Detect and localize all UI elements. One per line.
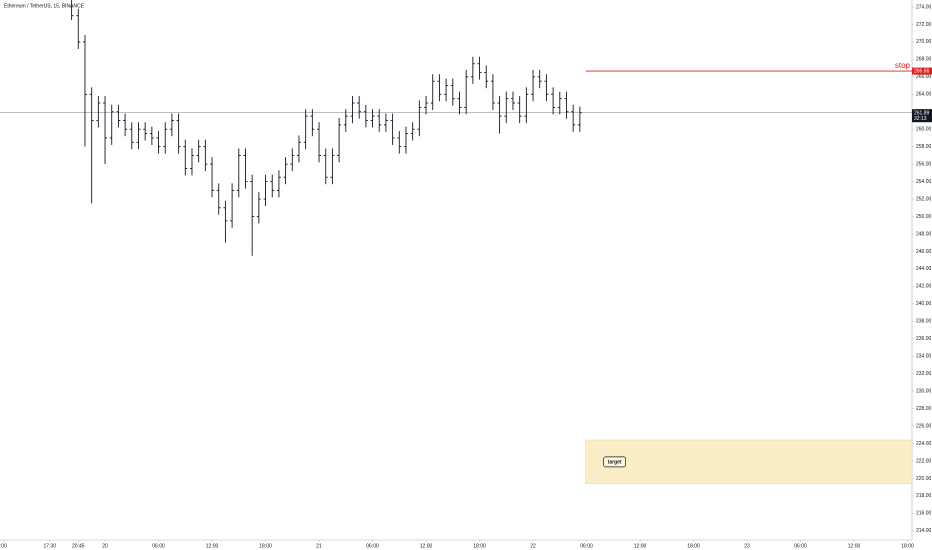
y-tick-label: 242.00 [916,284,932,290]
y-tick-label: 238.00 [916,319,932,325]
y-tick-label: 244.00 [916,266,932,272]
y-tick-label: 274.00 [916,4,932,10]
y-tick-label: 218.00 [916,493,932,499]
x-tick-label: 23 [744,543,750,549]
countdown-label: 32:13 [914,116,927,122]
x-tick-label: 06:00 [152,543,165,549]
target-label-box [603,456,626,468]
y-tick-label: 266.00 [916,74,932,80]
target-zone [585,439,912,484]
x-tick-label: 21 [316,543,322,549]
x-tick-label: 22 [530,543,536,549]
target-label: target [608,459,622,465]
x-tick-label: 18:00 [687,543,700,549]
x-tick-label: 06:00 [580,543,593,549]
y-tick-label: 232.00 [916,371,932,377]
last-price-badge [912,109,932,123]
y-tick-label: 248.00 [916,231,932,237]
y-tick-label: 222.00 [916,458,932,464]
stop-price-badge [912,67,932,75]
stop-price-label: 266.66 [914,69,930,75]
y-tick-label: 260.00 [916,127,932,133]
x-tick-label: 20:45 [72,543,85,549]
x-tick-label: 20 [102,543,108,549]
plot-area: target [0,0,912,484]
x-tick-label: 12:00 [206,543,219,549]
x-tick-label: 06:00 [794,543,807,549]
y-tick-label: 214.00 [916,528,932,534]
x-tick-label: 12:00 [848,543,861,549]
y-tick-label: 220.00 [916,476,932,482]
y-tick-label: 256.00 [916,161,932,167]
x-tick-label: 12:00 [420,543,433,549]
last-price-label: 261.89 [914,110,930,116]
y-tick-label: 234.00 [916,354,932,360]
x-tick-label: 18:00 [901,543,914,549]
y-tick-label: 270.00 [916,39,932,45]
x-tick-label: 12:00 [634,543,647,549]
y-tick-label: 254.00 [916,179,932,185]
x-tick-label: 17:30 [43,543,56,549]
y-tick-label: 216.00 [916,511,932,517]
x-tick-label: 06:00 [366,543,379,549]
y-tick-label: 250.00 [916,214,932,220]
y-tick-label: 252.00 [916,196,932,202]
y-tick-label: 226.00 [916,423,932,429]
y-tick-label: 272.00 [916,22,932,28]
x-tick-label: 18:00 [473,543,486,549]
x-tick-label: :00 [0,543,7,549]
chart-title: Ethereum / TetherUS, 15, BINANCE [4,3,85,9]
y-tick-label: 236.00 [916,336,932,342]
y-tick-label: 258.00 [916,144,932,150]
x-tick-label: 18:00 [259,543,272,549]
y-tick-label: 224.00 [916,441,932,447]
y-tick-label: 230.00 [916,388,932,394]
y-tick-label: 246.00 [916,249,932,255]
y-tick-label: 268.00 [916,57,932,63]
y-tick-label: 228.00 [916,406,932,412]
y-tick-label: 264.00 [916,92,932,98]
stop-label: stop [895,61,911,70]
y-tick-label: 240.00 [916,301,932,307]
